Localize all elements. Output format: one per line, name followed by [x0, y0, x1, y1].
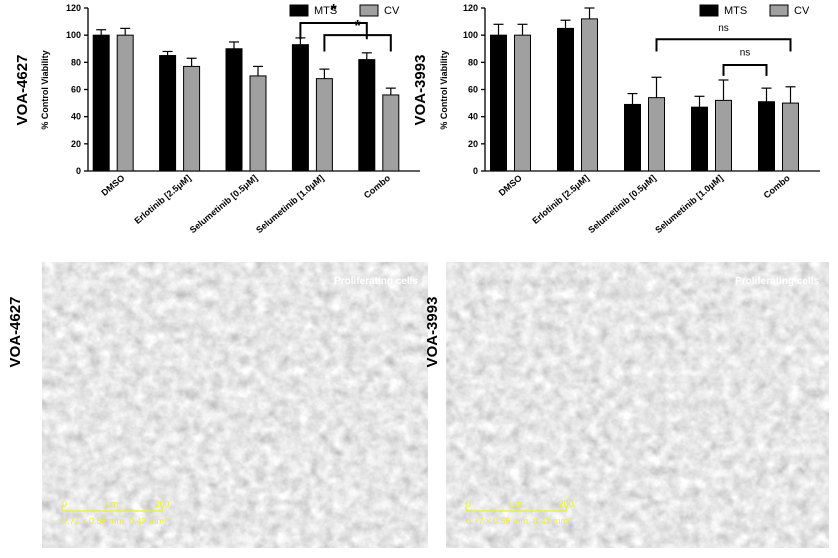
significance-bracket	[323, 34, 392, 52]
y-tick-label: 60	[71, 85, 81, 95]
bar	[92, 34, 110, 172]
y-tick-label: 0	[473, 166, 478, 176]
x-tick-label: Erlotinib [2.5μM]	[530, 173, 590, 226]
bar	[557, 27, 574, 172]
significance-label: ns	[740, 48, 751, 59]
scale-start: 0	[62, 499, 67, 509]
bar	[358, 59, 376, 172]
significance-label: ns	[718, 23, 729, 34]
y-tick-label: 60	[468, 85, 478, 95]
bar	[382, 94, 400, 172]
bar	[315, 78, 333, 172]
scale-start: 0	[466, 499, 471, 509]
bar	[490, 34, 507, 172]
micrograph	[445, 261, 830, 549]
x-tick-label: DMSO	[497, 173, 524, 198]
panel-label: VOA-3993	[424, 297, 441, 368]
panel-label: VOA-4627	[7, 297, 24, 368]
scale-bar	[465, 506, 567, 512]
legend-label: CV	[384, 5, 400, 17]
legend-swatch	[699, 4, 719, 17]
y-tick-label: 100	[463, 30, 478, 40]
bar	[249, 75, 267, 172]
bar	[758, 101, 775, 172]
significance-bracket	[655, 38, 792, 52]
y-tick-label: 80	[71, 57, 81, 67]
legend-swatch	[359, 4, 379, 17]
scale-end: 200	[558, 499, 573, 509]
y-tick-label: 20	[468, 139, 478, 149]
y-tick-label: 20	[71, 139, 81, 149]
bar	[291, 44, 309, 172]
x-tick-label: Selumetinib [1.0μM]	[254, 173, 326, 235]
x-tick-label: Combo	[762, 173, 793, 201]
micrograph-panel: VOA-3993 Proliferating cells 0 um 200 0.77 x …	[424, 261, 830, 549]
legend-label: CV	[794, 5, 810, 17]
x-tick-label: Selumetinib [0.5μM]	[586, 173, 658, 235]
x-tick-label: Selumetinib [0.5μM]	[188, 173, 260, 235]
legend-label: MTS	[724, 5, 747, 17]
area-label: 0.77 x 0.55 mm, 0.43 mm²	[466, 516, 571, 526]
bar-chart: VOA-3993 % Control Viability 0 20 40 60 80 100 1…	[412, 3, 820, 235]
bar	[624, 103, 641, 172]
x-tick-label: Selumetinib [1.0μM]	[653, 173, 725, 235]
y-tick-label: 100	[66, 30, 81, 40]
y-axis-label: % Control Viability	[439, 50, 449, 129]
y-tick-label: 120	[66, 3, 81, 13]
scale-unit: um	[510, 499, 523, 509]
legend-label: MTS	[314, 5, 337, 17]
scale-unit: um	[106, 499, 119, 509]
significance-label: *	[354, 18, 361, 35]
bar	[159, 55, 177, 172]
bar	[514, 34, 531, 172]
bar	[782, 102, 799, 172]
x-tick-label: Combo	[362, 173, 393, 201]
caption: Proliferating cells	[735, 276, 819, 287]
x-tick-label: DMSO	[99, 173, 126, 198]
y-tick-label: 40	[71, 112, 81, 122]
y-tick-label: 40	[468, 112, 478, 122]
x-tick-label: Erlotinib [2.5μM]	[132, 173, 192, 226]
significance-label: *	[330, 2, 337, 19]
area-label: 0.77 x 0.56 mm, 0.43 mm²	[62, 516, 167, 526]
y-tick-label: 120	[463, 3, 478, 13]
scale-bar	[61, 506, 163, 512]
significance-bracket	[299, 21, 368, 40]
bar	[225, 48, 243, 172]
micrograph	[41, 261, 429, 549]
bar	[183, 65, 201, 172]
bar	[715, 99, 732, 172]
significance-bracket	[722, 64, 768, 76]
scale-end: 200	[154, 499, 169, 509]
bar	[116, 34, 134, 172]
y-tick-label: 0	[76, 166, 81, 176]
y-tick-label: 80	[468, 57, 478, 67]
bar	[648, 97, 665, 172]
bar-chart: VOA-4627 % Control Viability 0 20 40 60 80 100 1…	[14, 2, 420, 235]
panel-title: VOA-4627	[14, 55, 31, 126]
bar	[581, 18, 598, 172]
legend-swatch	[769, 4, 789, 17]
micrograph-panel: VOA-4627 Proliferating cells 0 um 200 0.77 x …	[7, 261, 429, 549]
bar	[691, 106, 708, 172]
y-axis-label: % Control Viability	[40, 50, 50, 129]
legend-swatch	[289, 4, 309, 17]
panel-title: VOA-3993	[412, 55, 429, 126]
caption: Proliferating cells	[334, 276, 418, 287]
